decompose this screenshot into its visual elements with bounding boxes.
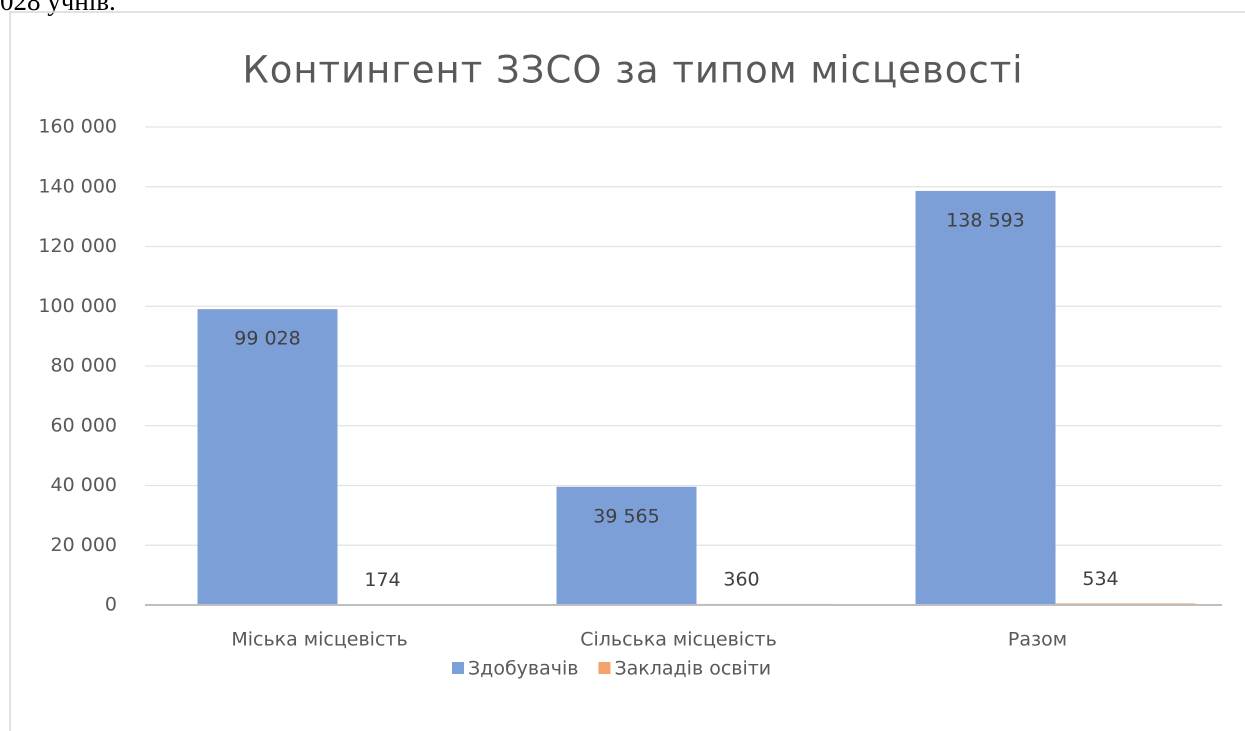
page-text: 028 учнів.: [0, 0, 116, 16]
data-label: 39 565: [593, 505, 659, 527]
data-label: 174: [364, 569, 400, 591]
y-tick-label: 0: [105, 594, 117, 616]
y-tick-label: 40 000: [51, 474, 117, 496]
data-label: 534: [1082, 568, 1118, 590]
x-tick-label: Міська місцевість: [231, 629, 407, 651]
legend-label: Закладів освіти: [614, 658, 771, 680]
data-label: 99 028: [234, 328, 300, 350]
y-tick-label: 140 000: [38, 175, 117, 197]
legend-swatch: [452, 662, 464, 674]
legend-swatch: [598, 662, 611, 674]
y-tick-label: 160 000: [38, 116, 117, 138]
bar: [197, 309, 338, 605]
legend-label: Здобувачів: [468, 658, 578, 680]
y-tick-label: 100 000: [38, 295, 117, 317]
data-label: 138 593: [946, 209, 1025, 231]
y-tick-label: 120 000: [38, 235, 117, 257]
y-tick-label: 20 000: [51, 534, 117, 556]
data-label: 360: [723, 568, 759, 590]
y-tick-label: 60 000: [51, 414, 117, 436]
x-tick-label: Сільська місцевість: [580, 629, 777, 651]
bar: [556, 486, 697, 605]
chart-border: [9, 11, 1245, 731]
chart-title: Контингент ЗЗСО за типом місцевості: [242, 49, 1023, 92]
bar: [915, 190, 1056, 605]
x-tick-label: Разом: [1008, 629, 1067, 651]
y-tick-label: 80 000: [51, 355, 117, 377]
